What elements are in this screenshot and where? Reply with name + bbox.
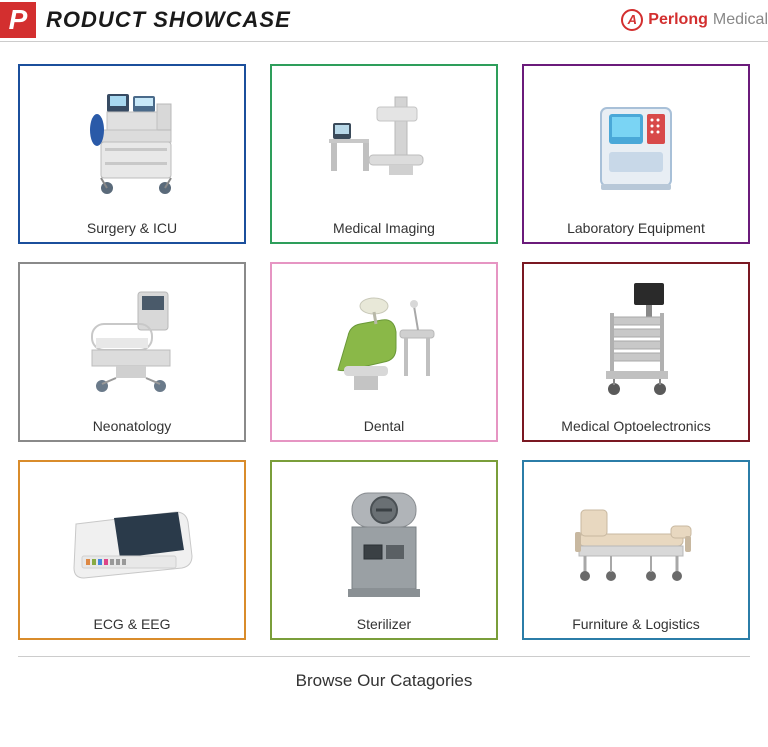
browse-categories-link[interactable]: Browse Our Catagories xyxy=(18,656,750,697)
brand-name-primary: Perlong xyxy=(648,11,708,29)
category-card-medical-imaging[interactable]: Medical Imaging xyxy=(270,64,498,244)
category-label: Sterilizer xyxy=(357,612,411,632)
category-card-dental[interactable]: Dental xyxy=(270,262,498,442)
category-label: Surgery & ICU xyxy=(87,216,177,236)
category-card-optoelectronics[interactable]: Medical Optoelectronics xyxy=(522,262,750,442)
surgery-icu-icon xyxy=(24,72,240,216)
category-label: Dental xyxy=(364,414,404,434)
category-label: ECG & EEG xyxy=(93,612,170,632)
brand-block[interactable]: A Perlong Medical xyxy=(621,9,768,31)
optoelectronics-icon xyxy=(528,270,744,414)
sterilizer-icon xyxy=(276,468,492,612)
category-label: Furniture & Logistics xyxy=(572,612,700,632)
page-title: RODUCT SHOWCASE xyxy=(46,7,621,33)
product-grid: Surgery & ICU Medical Imaging xyxy=(0,42,768,650)
category-card-furniture-logistics[interactable]: Furniture & Logistics xyxy=(522,460,750,640)
category-label: Medical Imaging xyxy=(333,216,435,236)
category-card-sterilizer[interactable]: Sterilizer xyxy=(270,460,498,640)
category-card-surgery-icu[interactable]: Surgery & ICU xyxy=(18,64,246,244)
category-card-laboratory[interactable]: Laboratory Equipment xyxy=(522,64,750,244)
neonatology-icon xyxy=(24,270,240,414)
dental-icon xyxy=(276,270,492,414)
brand-logo-icon: A xyxy=(621,9,643,31)
medical-imaging-icon xyxy=(276,72,492,216)
category-label: Neonatology xyxy=(93,414,172,434)
category-label: Laboratory Equipment xyxy=(567,216,705,236)
brand-name-secondary: Medical xyxy=(713,11,768,29)
category-card-neonatology[interactable]: Neonatology xyxy=(18,262,246,442)
ecg-eeg-icon xyxy=(24,468,240,612)
furniture-logistics-icon xyxy=(528,468,744,612)
category-card-ecg-eeg[interactable]: ECG & EEG xyxy=(18,460,246,640)
title-badge: P xyxy=(0,2,36,38)
category-label: Medical Optoelectronics xyxy=(561,414,710,434)
laboratory-icon xyxy=(528,72,744,216)
page-header: P RODUCT SHOWCASE A Perlong Medical xyxy=(0,0,768,42)
